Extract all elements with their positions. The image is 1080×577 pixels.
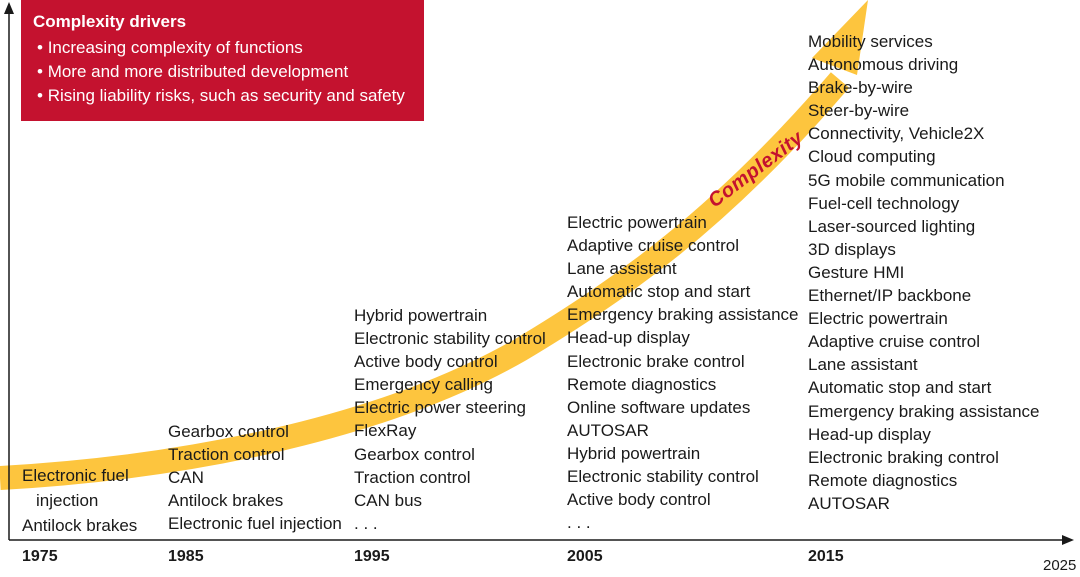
- feature-item: CAN: [168, 468, 204, 488]
- year-label-2005: 2005: [567, 548, 603, 565]
- feature-item: AUTOSAR: [808, 493, 890, 513]
- features-1975: Electronic fuel injection Antilock brake…: [22, 463, 137, 538]
- drivers-title: Complexity drivers: [33, 12, 187, 31]
- feature-item: Gearbox control: [354, 444, 475, 464]
- features-2005: Electric powertrain Adaptive cruise cont…: [567, 211, 799, 534]
- feature-item: Electric power steering: [354, 398, 526, 418]
- feature-item: Head-up display: [808, 424, 931, 444]
- drivers-list: Increasing complexity of functions More …: [33, 36, 424, 108]
- feature-item: Gearbox control: [168, 422, 289, 441]
- feature-item: Electronic fuel injection: [168, 514, 342, 534]
- feature-item: Adaptive cruise control: [808, 332, 980, 352]
- feature-item: Adaptive cruise control: [567, 236, 739, 256]
- feature-item: Electric powertrain: [808, 309, 948, 329]
- feature-item: Lane assistant: [567, 259, 677, 279]
- year-label-2015: 2015: [808, 548, 844, 565]
- feature-item: Fuel-cell technology: [808, 193, 960, 213]
- feature-item: Electronic fuel: [22, 466, 129, 485]
- feature-item: Automatic stop and start: [808, 378, 992, 398]
- feature-item: Emergency braking assistance: [808, 401, 1040, 421]
- feature-item: injection: [36, 491, 99, 510]
- driver-item: Rising liability risks, such as security…: [33, 84, 424, 108]
- y-axis-arrowhead: [4, 2, 14, 14]
- feature-item: Remote diagnostics: [567, 374, 717, 394]
- feature-item: Electronic braking control: [808, 447, 999, 467]
- x-axis-arrowhead: [1062, 535, 1074, 545]
- feature-item: Autonomous driving: [808, 55, 959, 75]
- feature-item: 5G mobile communication: [808, 170, 1005, 190]
- features-1985: Gearbox control Traction control CAN Ant…: [168, 420, 342, 535]
- feature-item: Electronic brake control: [567, 351, 745, 371]
- feature-item: . . .: [567, 513, 591, 533]
- feature-item: Emergency braking assistance: [567, 305, 799, 325]
- feature-item: Automatic stop and start: [567, 282, 751, 302]
- feature-item: Online software updates: [567, 397, 751, 417]
- year-label-1985: 1985: [168, 548, 204, 565]
- feature-item: Connectivity, Vehicle2X: [808, 124, 985, 144]
- feature-item: Traction control: [168, 445, 285, 465]
- feature-item: Laser-sourced lighting: [808, 216, 976, 236]
- feature-item: Traction control: [354, 467, 471, 487]
- feature-item: Active body control: [567, 490, 711, 510]
- feature-item: Cloud computing: [808, 147, 936, 167]
- features-2015: Mobility services Autonomous driving Bra…: [808, 30, 1040, 515]
- feature-item: Active body control: [354, 352, 498, 372]
- feature-item: Electronic stability control: [354, 329, 546, 349]
- feature-item: . . .: [354, 513, 378, 533]
- feature-item: CAN bus: [354, 490, 423, 510]
- feature-item: Head-up display: [567, 328, 690, 348]
- complexity-arrow-head: [812, 0, 868, 75]
- feature-item: Electronic stability control: [567, 467, 759, 487]
- feature-item: Lane assistant: [808, 355, 918, 375]
- feature-item: Hybrid powertrain: [567, 443, 701, 463]
- feature-item: Emergency calling: [354, 375, 493, 395]
- feature-item: AUTOSAR: [567, 420, 649, 440]
- features-1995: Hybrid powertrain Electronic stability c…: [354, 304, 546, 535]
- feature-item: 3D displays: [808, 239, 896, 259]
- feature-item: Electric powertrain: [567, 213, 707, 232]
- feature-item: Brake-by-wire: [808, 78, 913, 98]
- feature-item: Remote diagnostics: [808, 470, 958, 490]
- year-label-1995: 1995: [354, 548, 390, 565]
- feature-item: FlexRay: [354, 421, 417, 441]
- complexity-arrow-band: [0, 72, 850, 490]
- complexity-drivers-box: Complexity drivers Increasing complexity…: [21, 0, 424, 121]
- year-label-1975: 1975: [22, 548, 58, 565]
- year-label-2025: 2025: [1043, 557, 1077, 574]
- driver-item: More and more distributed development: [33, 60, 424, 84]
- feature-item: Steer-by-wire: [808, 101, 910, 121]
- feature-item: Antilock brakes: [168, 491, 284, 511]
- feature-item: Gesture HMI: [808, 262, 905, 282]
- feature-item: Antilock brakes: [22, 516, 138, 535]
- feature-item: Mobility services: [808, 32, 933, 51]
- feature-item: Ethernet/IP backbone: [808, 286, 972, 306]
- feature-item: Hybrid powertrain: [354, 306, 488, 325]
- driver-item: Increasing complexity of functions: [33, 36, 424, 60]
